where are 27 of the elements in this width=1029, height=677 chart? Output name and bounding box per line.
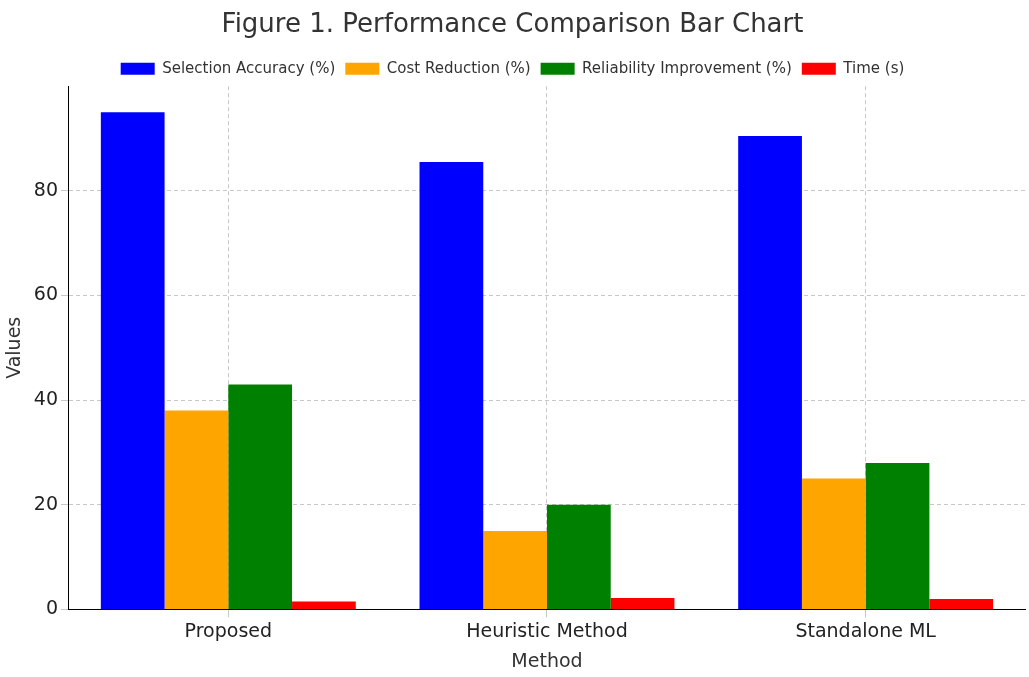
legend-label: Cost Reduction (%): [386, 58, 531, 77]
bar: [483, 530, 547, 609]
bar: [546, 504, 611, 609]
y-axis-title: Values: [2, 316, 25, 379]
y-tick-label: 80: [33, 177, 58, 200]
y-tick-label: 40: [33, 387, 58, 410]
y-tick-label: 60: [33, 282, 58, 305]
bar: [419, 162, 484, 609]
chart-title: Figure 1. Performance Comparison Bar Chart: [221, 8, 804, 39]
y-tick-label: 20: [33, 491, 58, 514]
legend-label: Time (s): [842, 58, 905, 77]
bar: [610, 597, 675, 609]
x-tick-label: Standalone ML: [795, 618, 937, 641]
y-tick-label: 0: [45, 596, 58, 619]
x-axis-title: Method: [511, 648, 583, 671]
bar: [164, 410, 229, 609]
legend-label: Selection Accuracy (%): [162, 58, 336, 77]
bar: [292, 601, 356, 609]
bar: [100, 112, 165, 609]
bar: [738, 135, 802, 609]
legend-label: Reliability Improvement (%): [582, 58, 792, 77]
bar: [929, 598, 994, 609]
bar: [801, 478, 866, 609]
x-tick-label: Proposed: [184, 618, 273, 641]
bar: [228, 384, 293, 609]
bar: [865, 462, 930, 609]
x-tick-label: Heuristic Method: [466, 618, 628, 641]
